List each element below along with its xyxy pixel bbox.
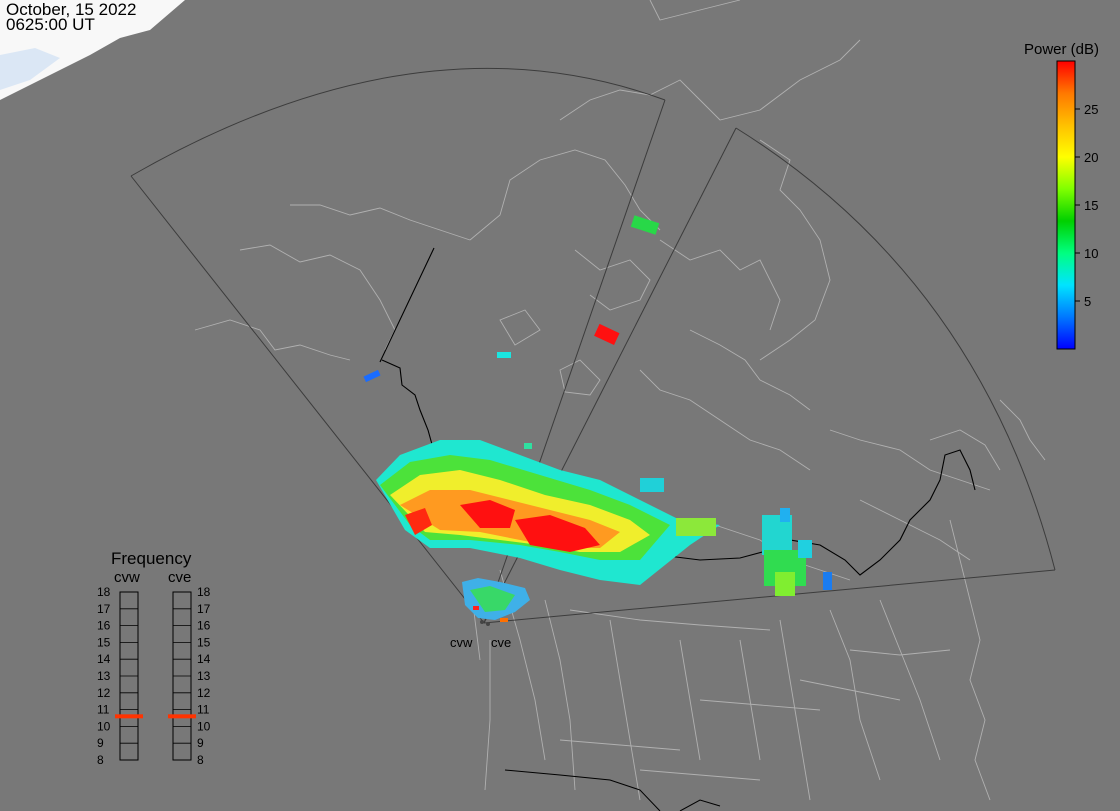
frequency-label-cve: 17 [197, 602, 211, 616]
radar-site-cve [486, 622, 490, 626]
frequency-label-cvw: 13 [97, 669, 111, 683]
frequency-label-cve: 11 [197, 703, 210, 717]
scatter-arctic-red [594, 323, 620, 345]
near-range-green [470, 586, 515, 612]
scatter-east-cyan-3 [780, 508, 790, 522]
colorbar-tick-label: 25 [1084, 102, 1098, 117]
ice-cap [0, 0, 185, 100]
frequency-label-cve: 10 [197, 719, 211, 733]
mexico-border [504, 769, 661, 811]
frequency-marker-cvw [115, 714, 143, 719]
frequency-label-cvw: 15 [97, 635, 111, 649]
scatter-core-red-2 [515, 515, 600, 552]
scatter-core-red-1 [460, 500, 515, 528]
frequency-label-cvw: 14 [97, 652, 111, 666]
scatter-cyan-1 [497, 352, 511, 358]
scatter-east-cyan-2 [798, 540, 812, 558]
frequency-label-cvw: 10 [97, 719, 111, 733]
mexico-border-east [679, 799, 721, 811]
coastline-outlines [194, 0, 1046, 801]
ice-cap-shade [0, 48, 60, 90]
colorbar-tick-label: 20 [1084, 150, 1098, 165]
frequency-label-cvw: 8 [97, 753, 104, 767]
frequency-label-cvw: 18 [97, 585, 111, 599]
fov-outline [130, 67, 1056, 624]
frequency-col-cvw: cvw [114, 569, 140, 586]
frequency-label-cvw: 9 [97, 736, 104, 750]
radar-label-cve: cve [491, 635, 511, 650]
frequency-label-cve: 14 [197, 652, 211, 666]
frequency-label-cvw: 16 [97, 619, 111, 633]
frequency-label-cve: 12 [197, 686, 211, 700]
colorbar-tick-label: 10 [1084, 246, 1098, 261]
frequency-col-cve: cve [168, 569, 191, 586]
frequency-label-cvw: 11 [97, 703, 110, 717]
alaska-border [379, 247, 435, 363]
scatter-core-red-3 [405, 508, 432, 535]
scatter-east-green-3 [775, 572, 795, 596]
radar-label-cvw: cvw [450, 635, 473, 650]
colorbar-tick-label: 5 [1084, 294, 1091, 309]
scatter-alaska-blue [363, 369, 381, 383]
frequency-label-cvw: 17 [97, 602, 111, 616]
frequency-label-cve: 15 [197, 635, 211, 649]
date-label: October, 15 2022 [6, 0, 137, 19]
frequency-label-cve: 18 [197, 585, 211, 599]
colorbar-title: Power (dB) [1024, 41, 1099, 58]
scatter-east-green-1 [676, 518, 716, 536]
scatter-east-blue [823, 572, 832, 590]
colorbar-strip [1056, 60, 1076, 350]
frequency-label-cve: 8 [197, 753, 204, 767]
time-label: 0625:00 UT [6, 15, 95, 34]
colorbar-tick-label: 15 [1084, 198, 1098, 213]
frequency-panel: Frequency cvw cve 18 18 17 17 16 16 15 15 14 14 13… [97, 549, 211, 767]
frequency-title: Frequency [111, 549, 192, 568]
frequency-label-cvw: 12 [97, 686, 111, 700]
radar-site-cvw [480, 620, 484, 624]
colorbar: Power (dB) 25 20 15 10 5 [1024, 41, 1099, 350]
frequency-label-cve: 9 [197, 736, 204, 750]
frequency-label-cve: 16 [197, 619, 211, 633]
near-range-orange [500, 618, 508, 622]
scatter-arctic-green [630, 215, 660, 235]
scatter-cyan-3 [640, 478, 664, 492]
backscatter-cells [363, 215, 832, 622]
frequency-marker-cve [168, 714, 196, 719]
near-range-red [473, 606, 479, 610]
scatter-cyan-2 [524, 443, 532, 449]
frequency-label-cve: 13 [197, 669, 211, 683]
